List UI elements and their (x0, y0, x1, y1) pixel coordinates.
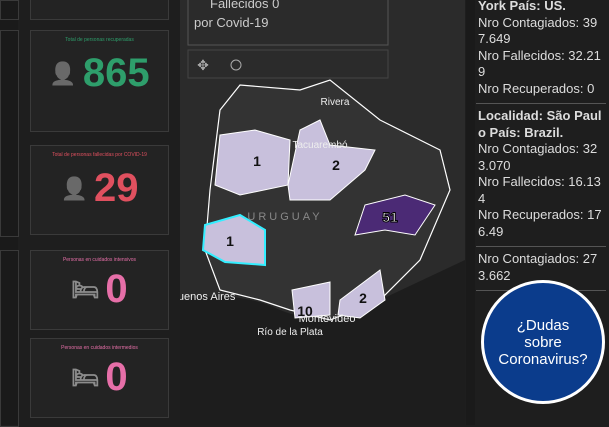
entry-line: Nro Contagiados: 397.649 (478, 14, 598, 47)
entry-line: Nro Contagiados: 273.662 (478, 251, 598, 283)
value: 865 (82, 51, 150, 95)
map: Rivera Tacuarembó URUGUAY Buenos Aires Monte… (180, 0, 465, 425)
value: 0 (105, 355, 128, 399)
case-list: York País: US. Nro Contagiados: 397.649 Nr… (476, 0, 606, 291)
entry-line: Nro Fallecidos: 32.219 (478, 47, 601, 80)
card-icon: 👤 (60, 175, 88, 201)
value: 0 (105, 267, 128, 311)
case-entry: Localidad: São Paulo País: Brazil. Nro Co… (476, 104, 606, 247)
place-label: Tacuarembó (292, 140, 347, 151)
stat-card: Personas en cuidados intensivos 🛏 0 (30, 250, 169, 330)
panel (0, 30, 19, 237)
panel (0, 250, 19, 427)
entry-line: Nro Contagiados: 323.070 (478, 141, 598, 173)
value: 29 (93, 166, 139, 210)
card-label: Personas en cuidados intermedios (61, 345, 138, 351)
count-label: 2 (332, 157, 340, 173)
card-icon: 🛏 (71, 364, 100, 390)
count-label: 2 (359, 290, 367, 306)
entry-line: Nro Recuperados: 176.49 (478, 207, 602, 239)
panel (0, 0, 19, 20)
case-entry: Nro Contagiados: 273.662 (476, 247, 606, 291)
count-label: 51 (382, 209, 398, 225)
card-value: 👤 865 (31, 51, 168, 96)
entry-line: Nro Recuperados: 0 (478, 80, 595, 96)
scroll (466, 0, 475, 425)
card-icon: 👤 (49, 60, 77, 86)
popup-text: Fallecidos 0 (210, 0, 279, 11)
card-icon: 🛏 (71, 276, 100, 302)
count-label: 1 (226, 233, 234, 249)
place-label: Buenos Aires (180, 291, 236, 303)
card-label: Personas en cuidados intensivos (62, 257, 137, 263)
entry-line: Nro Fallecidos: 16.134 (478, 174, 601, 206)
card-value: 🛏 0 (31, 355, 168, 400)
stat-card: Personas en cuidados intermedios 🛏 0 (30, 338, 169, 418)
card-value: 🛏 0 (31, 267, 168, 312)
entry-head: Localidad: São Paulo País: Brazil. (478, 108, 602, 140)
help-button[interactable]: ¿Dudas sobre Coronavirus? (481, 280, 605, 404)
count-label: 1 (253, 153, 261, 169)
card-label: Total de personas recuperadas (65, 37, 134, 43)
card (30, 0, 169, 20)
place-label: URUGUAY (247, 211, 322, 223)
case-entry: York País: US. Nro Contagiados: 397.649 Nr… (476, 0, 606, 104)
stat-card: Total de personas recuperadas 👤 865 (30, 30, 169, 132)
place-label: Rivera (321, 97, 350, 108)
entry-head: York País: US. (478, 0, 566, 13)
card-value: 👤 29 (31, 166, 168, 211)
popup-text: por Covid-19 (194, 15, 268, 30)
card-label: Total de personas fallecidas por COVID-1… (52, 152, 147, 158)
stat-card: Total de personas fallecidas por COVID-1… (30, 145, 169, 235)
count-label: 10 (297, 303, 313, 319)
place-label: Montevideo (299, 313, 356, 325)
zoom-tool[interactable] (230, 59, 242, 71)
left-strip (0, 0, 19, 427)
place-label: Río de la Plata (257, 327, 323, 338)
pan-tool[interactable]: ✥ (197, 57, 209, 73)
